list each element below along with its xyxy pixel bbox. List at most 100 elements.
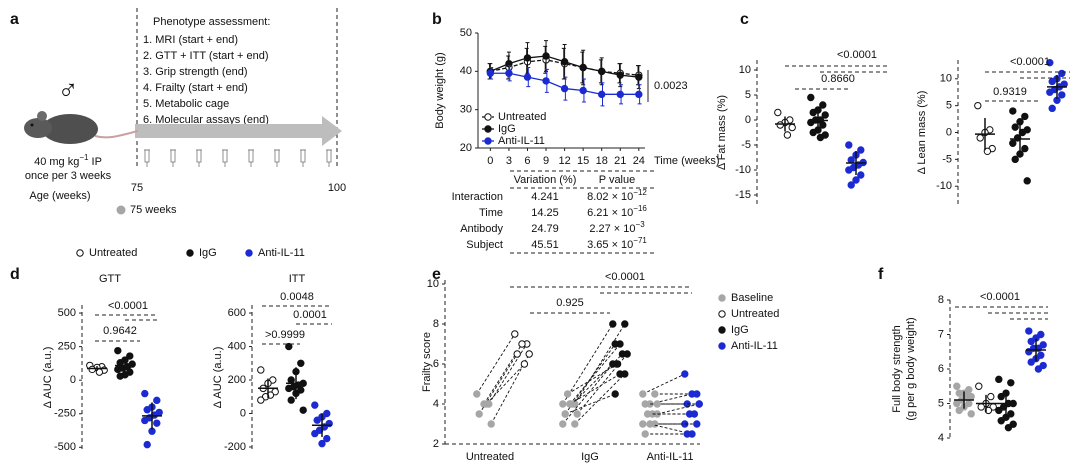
syringe-barrel: [196, 149, 202, 163]
data-point: [1034, 365, 1043, 373]
annotation: 0.0023: [654, 80, 688, 92]
table-body: Interaction 4.241 8.02 × 10−12 Time 14.25 6.2…: [452, 188, 648, 251]
data-point: [323, 434, 331, 443]
data-point: [683, 430, 691, 438]
pair-connector: [476, 333, 516, 395]
data-point: [141, 389, 149, 398]
data-point: [821, 111, 829, 119]
data-point: [1018, 128, 1027, 137]
data-point: [616, 90, 624, 99]
data-point: [143, 406, 151, 414]
baseline-point: [651, 390, 659, 398]
data-point: [313, 416, 321, 424]
x-tick-label: IgG: [581, 451, 599, 463]
legend-marker: [186, 249, 194, 257]
data-point: [845, 166, 853, 174]
data-point: [995, 406, 1003, 415]
data-point: [635, 90, 643, 99]
y-tick-label: 10: [739, 64, 751, 76]
data-point: [816, 133, 825, 142]
data-point: [997, 417, 1005, 425]
p-annotation: 0.9642: [103, 325, 137, 337]
data-point: [1046, 88, 1054, 96]
data-point: [143, 440, 151, 449]
data-point: [611, 390, 619, 398]
data-point: [1058, 69, 1066, 78]
legend-label: Anti-IL-11: [498, 135, 545, 147]
y-tick-label: -250: [54, 408, 76, 420]
y-tick-label: -5: [942, 153, 952, 165]
table-header: P value: [599, 174, 636, 186]
data-point: [975, 382, 983, 390]
y-tick-label: 7: [938, 328, 944, 340]
mouse-body: [42, 114, 98, 144]
baseline-point: [646, 420, 654, 428]
x-tick-label: 18: [596, 155, 608, 167]
data-point: [616, 71, 624, 79]
pair-connector: [569, 343, 621, 405]
syringe-barrel: [222, 149, 228, 163]
data-point: [525, 350, 533, 358]
p-annotation: >0.9999: [265, 329, 305, 341]
legend-label: Baseline: [731, 292, 773, 304]
baseline-point: [641, 400, 649, 408]
data-point: [1009, 107, 1017, 115]
data-point: [974, 101, 982, 110]
dose: 40 mg kg−1 IP: [34, 153, 102, 168]
p-value: 2.27 × 10−3: [589, 220, 645, 235]
mouse-eye: [30, 123, 34, 127]
baseline-point: [473, 390, 481, 398]
y-tick-label: 0: [745, 114, 751, 126]
row-label: Subject: [466, 239, 503, 251]
pair-connector: [488, 343, 528, 405]
legend-marker: [718, 326, 726, 334]
mouse-tail: [94, 130, 139, 139]
chart-title: ITT: [289, 273, 306, 285]
baseline-point: [482, 400, 491, 408]
data-point: [693, 420, 701, 428]
data-point: [983, 147, 992, 155]
data-point: [609, 360, 617, 368]
data-point: [520, 360, 529, 368]
p-annotation: <0.0001: [1010, 56, 1050, 68]
panel-label: a: [10, 11, 19, 28]
data-point: [635, 73, 643, 81]
data-point: [299, 406, 307, 414]
legend-marker: [718, 310, 726, 318]
baseline-point: [643, 410, 652, 418]
p-annotation: 0.0048: [280, 291, 314, 303]
data-point: [513, 350, 521, 358]
y-tick-label: 20: [460, 142, 472, 154]
legend-label: IgG: [199, 247, 217, 259]
data-point: [318, 439, 326, 448]
baseline-point: [641, 430, 649, 438]
data-point: [542, 52, 550, 60]
step: 1. MRI (start + end): [143, 34, 238, 46]
p-base: 6.21 × 10: [587, 207, 633, 219]
y-tick-label: 30: [460, 104, 472, 116]
variation: 45.51: [531, 239, 559, 251]
data-point: [1023, 177, 1031, 185]
y-tick-label: 0: [240, 407, 246, 419]
baseline-point: [563, 390, 572, 398]
legend-marker: [718, 294, 726, 302]
y-axis-label: Full body strength: [891, 325, 903, 412]
data-point: [611, 340, 619, 348]
legend-marker: [484, 137, 492, 145]
data-point: [523, 73, 532, 81]
end-age: 100: [328, 182, 346, 194]
pair-connector: [657, 403, 700, 415]
data-point: [1058, 91, 1066, 99]
legend-marker: [484, 125, 492, 133]
p-value: 3.65 × 10−71: [587, 236, 647, 251]
legend-marker: [718, 342, 726, 350]
pair-connector: [562, 363, 614, 425]
baseline-point: [653, 400, 661, 408]
y-tick-label: 500: [58, 307, 76, 319]
y-axis-label: Body weight (g): [434, 52, 446, 128]
y-tick-label: -15: [735, 189, 751, 201]
data-point: [995, 375, 1003, 384]
y-axis-label: Δ Lean mass (%): [916, 91, 928, 175]
step: 4. Frailty (start + end): [143, 82, 248, 94]
y-tick-label: -10: [936, 180, 952, 192]
